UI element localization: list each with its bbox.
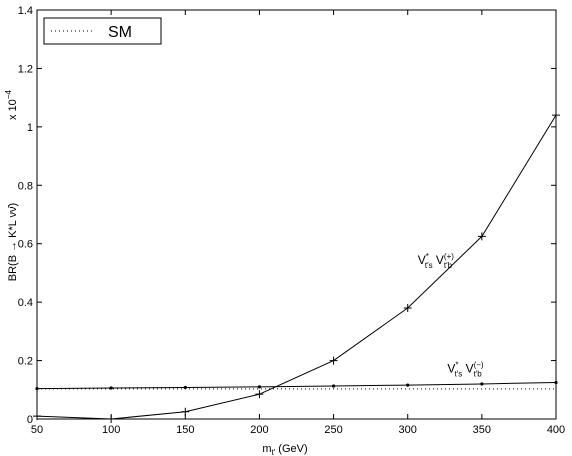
y-tick-label: 1.2 (18, 63, 33, 75)
y-tick-label: 0.6 (18, 239, 33, 251)
series-layer (33, 111, 560, 423)
data-point-dot (480, 382, 484, 386)
x-axis-label-base: m (262, 443, 271, 455)
annotation-layer: V* t′s V(+) t′b V* t′s V(−) t′b (418, 252, 484, 378)
y-multiplier-base: x 10 (7, 99, 19, 120)
data-point-plus (255, 390, 264, 399)
x-tick-label: 100 (102, 424, 120, 436)
y-multiplier-label: x 10−4 (4, 90, 19, 120)
x-tick-label: 50 (31, 424, 43, 436)
y-tick-label: 0.8 (18, 180, 33, 192)
y-multiplier-exp: −4 (4, 90, 13, 100)
data-point-plus (107, 415, 116, 423)
legend-label-sm: SM (108, 24, 132, 41)
data-point-plus (329, 356, 338, 365)
x-axis-label-rest: (GeV) (275, 443, 307, 455)
data-point-dot (183, 385, 187, 390)
x-axis-label: mt′ (GeV) (262, 443, 307, 456)
y-tick-label: 1.4 (18, 5, 33, 17)
data-point-dot (257, 385, 262, 389)
data-point-dot (35, 387, 39, 391)
x-tick-label: 400 (547, 424, 565, 436)
data-point-dot (331, 384, 336, 388)
data-point-dot (109, 386, 113, 390)
data-point-plus (33, 412, 41, 421)
y-axis-label: BR(B → K*L νν̄) (7, 203, 19, 281)
data-point-plus (181, 407, 190, 416)
x-tick-label: 200 (250, 424, 268, 436)
data-point-plus (477, 232, 486, 241)
x-tick-label: 250 (324, 424, 342, 436)
x-tick-label: 300 (399, 424, 417, 436)
legend: SM (43, 17, 162, 45)
x-axis-ticks: 50 100 150 200 250 300 350 400 (31, 10, 565, 436)
series-annotation-1: V* t′s V(−) t′b (447, 360, 484, 378)
data-point-plus (552, 111, 560, 120)
y-tick-label: 1 (27, 122, 33, 134)
plot-area (36, 9, 557, 420)
series-line-1 (36, 114, 557, 420)
series-line-2 (36, 381, 557, 390)
x-tick-label: 150 (176, 424, 194, 436)
y-tick-label: 0.4 (18, 297, 33, 309)
x-axis-label-sub: t′ (272, 448, 276, 456)
data-point-plus (403, 303, 412, 312)
y-tick-label: 0.2 (18, 356, 33, 368)
y-axis-ticks: 0 0.2 0.4 0.6 0.8 1 1.2 1.4 (18, 5, 556, 426)
data-point-dot (406, 383, 410, 387)
legend-box (43, 17, 162, 45)
x-tick-label: 350 (473, 424, 491, 436)
series-annotation-0: V* t′s V(+) t′b (418, 252, 455, 270)
y-tick-label: 0 (27, 414, 33, 426)
data-point-dot (554, 380, 558, 385)
